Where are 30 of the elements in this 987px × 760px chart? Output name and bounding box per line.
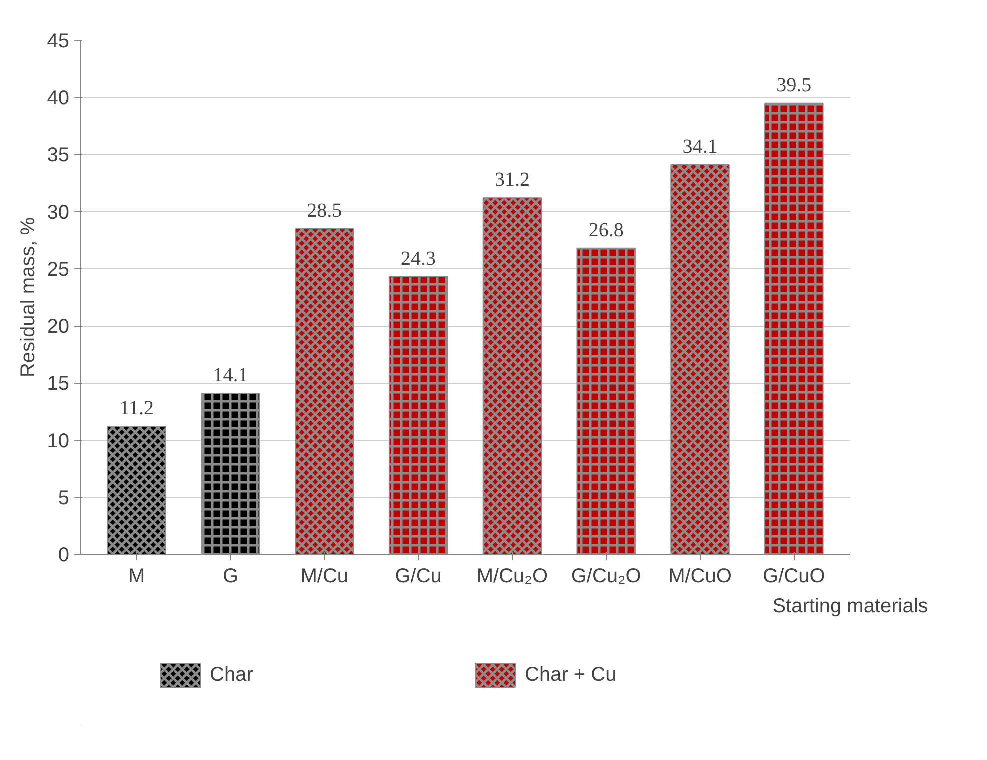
y-axis-title: Residual mass, %	[17, 217, 40, 378]
y-tick-label: 45	[47, 30, 70, 52]
x-tick-label: G/CuO	[763, 566, 826, 588]
data-label: 11.2	[120, 398, 154, 420]
data-label: 28.5	[307, 200, 342, 222]
data-label: 14.1	[213, 364, 248, 386]
data-label: 24.3	[401, 248, 436, 270]
y-tick-label: 0	[58, 544, 70, 566]
y-tick-label: 20	[47, 316, 70, 338]
y-tick-label: 15	[47, 373, 70, 396]
x-tick-label: M	[128, 566, 146, 588]
y-tick-label: 30	[47, 202, 70, 224]
legend-label: Char	[210, 664, 254, 686]
x-tick-label: G/Cu	[395, 566, 442, 588]
legend-label: Char + Cu	[525, 664, 618, 686]
data-label: 34.1	[682, 136, 718, 158]
x-tick-label: G	[222, 566, 239, 588]
x-tick-label: M/Cu	[300, 566, 349, 588]
y-tick-label: 25	[47, 258, 70, 281]
y-tick-label: 40	[47, 88, 70, 110]
data-label: 26.8	[588, 219, 624, 242]
x-axis-title: Starting materials	[772, 596, 928, 618]
y-tick-label: 35	[47, 144, 70, 167]
data-label: 31.2	[494, 169, 530, 192]
x-tick-label: M/CuO	[668, 566, 732, 588]
data-label: 39.5	[776, 74, 812, 96]
x-tick-label: G/Cu₂O	[571, 566, 642, 588]
y-tick-label: 5	[58, 487, 70, 510]
x-tick-label: M/Cu₂O	[476, 566, 548, 588]
y-tick-label: 10	[47, 430, 70, 452]
